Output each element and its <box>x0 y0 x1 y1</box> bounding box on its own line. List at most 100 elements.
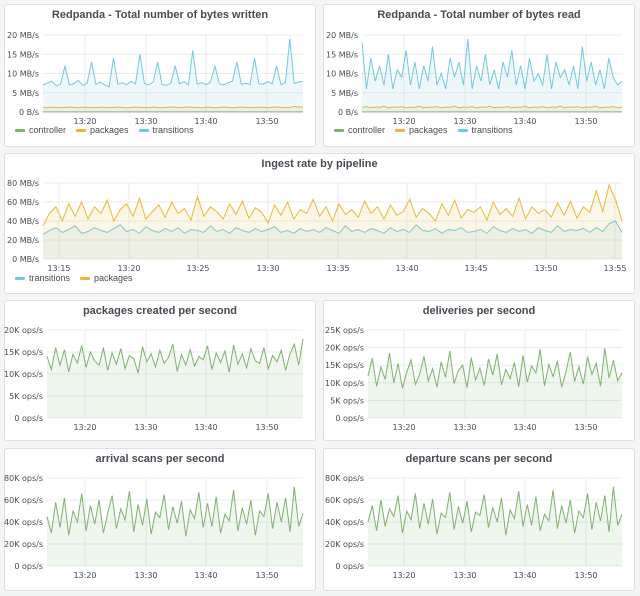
legend-item-packages[interactable]: packages <box>80 273 133 283</box>
panel-arrival-scans: arrival scans per second 0 ops/s 20K ops/… <box>4 448 316 591</box>
panel-ingest-rate: Ingest rate by pipeline 0 MB/s 20 MB/s 40 … <box>4 153 635 294</box>
legend-item-packages[interactable]: packages <box>76 125 129 135</box>
x-tick-label: 13:40 <box>513 117 536 126</box>
legend-label: transitions <box>471 125 513 135</box>
y-tick-label: 5K ops/s <box>330 396 364 405</box>
panel-departure-scans: departure scans per second 0 ops/s 20K op… <box>323 448 635 591</box>
x-tick-label: 13:15 <box>47 264 70 273</box>
panel-title[interactable]: Redpanda - Total number of bytes read <box>377 9 581 21</box>
x-tick-label: 13:40 <box>194 571 217 580</box>
legend-swatch <box>138 128 149 132</box>
legend-swatch <box>76 128 87 132</box>
legend-swatch <box>15 128 25 132</box>
y-tick-label: 40K ops/s <box>325 518 364 527</box>
x-tick-label: 13:50 <box>255 117 278 126</box>
y-tick-label: 0 B/s <box>19 108 39 117</box>
series-area-ops <box>47 486 303 566</box>
y-tick-label: 0 B/s <box>338 108 358 117</box>
x-tick-label: 13:30 <box>453 571 476 580</box>
legend-item-packages[interactable]: packages <box>395 125 448 135</box>
legend-item-transitions[interactable]: transitions <box>138 125 194 135</box>
y-tick-label: 10 MB/s <box>7 70 39 79</box>
y-tick-label: 10 MB/s <box>326 70 358 79</box>
x-tick-label: 13:30 <box>256 264 279 273</box>
legend-label: packages <box>409 125 448 135</box>
series-line-transitions <box>361 38 623 90</box>
chart-svg: 0 ops/s 5K ops/s 10K ops/s 15K ops/s 20K ops… <box>4 326 304 432</box>
legend-swatch <box>395 128 406 132</box>
x-tick-label: 13:20 <box>392 571 415 580</box>
panel-bytes-written: Redpanda - Total number of bytes written… <box>4 4 316 147</box>
legend-item-transitions[interactable]: transitions <box>457 125 513 135</box>
y-tick-label: 25K ops/s <box>325 326 364 335</box>
series-line-ops <box>367 486 623 536</box>
y-tick-label: 20K ops/s <box>325 344 364 353</box>
panel-title[interactable]: Redpanda - Total number of bytes written <box>51 9 269 21</box>
legend-swatch <box>80 276 91 280</box>
chart-svg: 0 MB/s 20 MB/s 40 MB/s 60 MB/s 80 MB/s 13:15 1… <box>7 179 627 273</box>
legend-item-controller[interactable]: controller <box>334 125 385 135</box>
chart-svg: 0 B/s 5 MB/s 10 MB/s 15 MB/s 20 MB/s 13:20 13:… <box>326 31 623 126</box>
y-tick-label: 60 MB/s <box>7 198 39 207</box>
legend-label: packages <box>94 273 133 283</box>
x-tick-label: 13:40 <box>194 423 217 432</box>
x-tick-label: 13:30 <box>134 117 157 126</box>
panel-deliveries: deliveries per second 0 ops/s 5K ops/s 10K… <box>323 300 635 441</box>
y-tick-label: 60K ops/s <box>4 496 43 505</box>
series-area-ops <box>368 486 622 566</box>
legend-label: controller <box>29 125 67 135</box>
x-tick-label: 13:20 <box>73 117 96 126</box>
panel-title[interactable]: packages created per second <box>82 305 238 317</box>
x-tick-label: 13:40 <box>513 571 536 580</box>
x-tick-label: 13:30 <box>134 571 157 580</box>
series-line-ops <box>46 338 304 374</box>
y-tick-label: 20K ops/s <box>4 326 43 335</box>
x-tick-label: 13:30 <box>453 117 476 126</box>
x-tick-label: 13:20 <box>392 423 415 432</box>
series-line-packages <box>42 183 623 227</box>
panel-title[interactable]: Ingest rate by pipeline <box>261 158 378 170</box>
y-tick-label: 0 ops/s <box>335 414 364 423</box>
y-tick-label: 80 MB/s <box>7 179 39 188</box>
x-tick-label: 13:50 <box>574 423 597 432</box>
legend: controller packages transitions <box>15 125 194 135</box>
panel-bytes-read: Redpanda - Total number of bytes read 0 … <box>323 4 635 147</box>
x-tick-label: 13:50 <box>574 117 597 126</box>
series-line-packages <box>42 106 304 109</box>
y-tick-label: 15 MB/s <box>326 50 358 59</box>
series-line-transitions <box>42 38 304 88</box>
x-tick-label: 13:40 <box>194 117 217 126</box>
panel-title[interactable]: arrival scans per second <box>95 453 225 465</box>
series-area-transitions <box>362 38 622 112</box>
x-tick-label: 13:20 <box>117 264 140 273</box>
y-tick-label: 15 MB/s <box>7 50 39 59</box>
y-tick-label: 5K ops/s <box>9 392 43 401</box>
chart-svg: 0 ops/s 20K ops/s 40K ops/s 60K ops/s 80K op… <box>325 474 623 580</box>
x-tick-label: 13:40 <box>395 264 418 273</box>
panel-title[interactable]: departure scans per second <box>405 453 553 465</box>
x-tick-label: 13:25 <box>186 264 209 273</box>
legend-item-transitions[interactable]: transitions <box>15 273 70 283</box>
x-tick-label: 13:20 <box>392 117 415 126</box>
panel-title[interactable]: deliveries per second <box>422 305 536 317</box>
x-tick-label: 13:45 <box>464 264 487 273</box>
y-tick-label: 10K ops/s <box>325 379 364 388</box>
y-tick-label: 10K ops/s <box>4 370 43 379</box>
x-tick-label: 13:50 <box>255 423 278 432</box>
legend: transitions packages <box>15 273 133 283</box>
y-tick-label: 5 MB/s <box>331 89 358 98</box>
legend-label: controller <box>348 125 386 135</box>
y-tick-label: 20 MB/s <box>7 236 39 245</box>
legend-label: packages <box>90 125 129 135</box>
x-tick-label: 13:55 <box>603 264 626 273</box>
legend-label: transitions <box>152 125 194 135</box>
legend-item-controller[interactable]: controller <box>15 125 66 135</box>
series-line-transitions <box>42 220 623 235</box>
y-tick-label: 5 MB/s <box>12 89 39 98</box>
x-tick-label: 13:50 <box>255 571 278 580</box>
y-tick-label: 20 MB/s <box>326 31 358 40</box>
y-tick-label: 80K ops/s <box>4 474 43 483</box>
x-tick-label: 13:35 <box>326 264 349 273</box>
y-tick-label: 80K ops/s <box>325 474 364 483</box>
x-tick-label: 13:50 <box>534 264 557 273</box>
